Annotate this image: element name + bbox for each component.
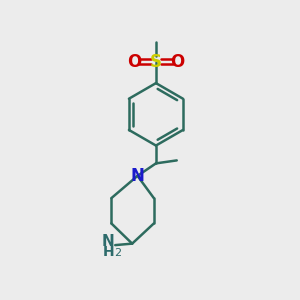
Text: 2: 2 xyxy=(114,248,121,258)
Text: O: O xyxy=(128,53,142,71)
Text: O: O xyxy=(170,53,184,71)
Text: N: N xyxy=(102,234,115,249)
Text: S: S xyxy=(150,53,162,71)
Text: H: H xyxy=(103,244,114,259)
Text: N: N xyxy=(130,167,145,185)
